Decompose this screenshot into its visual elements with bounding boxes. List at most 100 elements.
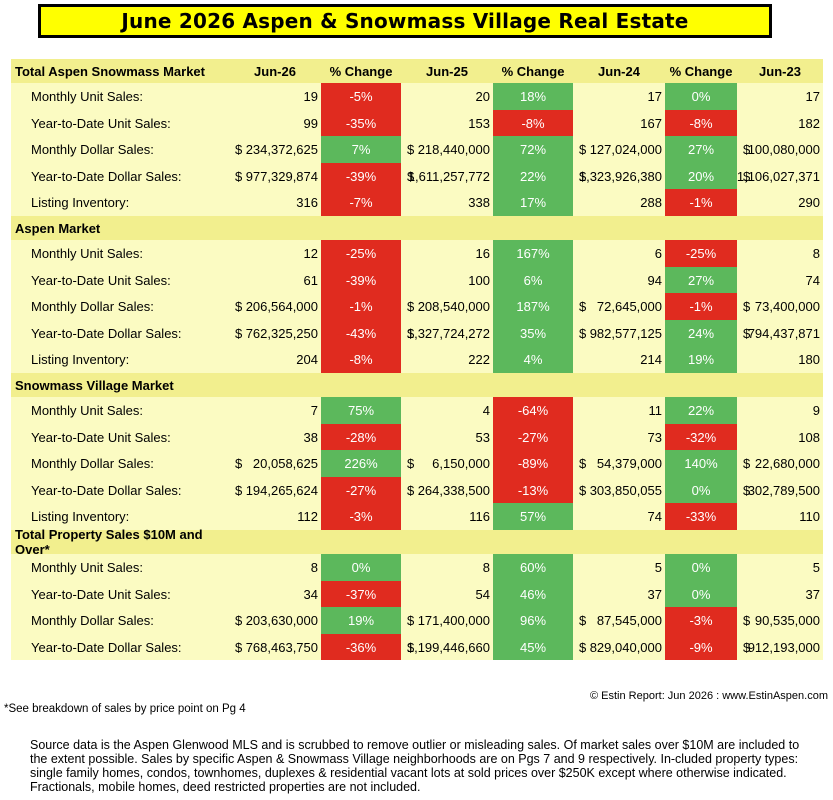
row-label: Year-to-Date Dollar Sales: [31, 482, 182, 498]
row-label: Monthly Unit Sales: [31, 246, 143, 261]
percent-change-cell: 46% [493, 581, 573, 607]
value-text: 20,058,625 [252, 456, 318, 471]
section-title: Total Aspen Snowmass Market [15, 63, 205, 79]
percent-change-cell: -7% [321, 189, 401, 216]
value-cell: $303,850,055 [573, 477, 665, 503]
row-label: Monthly Dollar Sales: [31, 456, 154, 471]
percent-change-cell: -1% [665, 189, 737, 216]
column-header: % Change [501, 63, 565, 79]
value-text: 171,400,000 [417, 613, 490, 628]
percent-change-cell: 0% [665, 83, 737, 110]
value-text: 87,545,000 [596, 613, 662, 628]
value-cell: 16 [475, 246, 490, 261]
value-cell: $73,400,000 [737, 293, 823, 320]
section-header: Aspen Market [11, 216, 823, 240]
value-cell: 53 [475, 429, 490, 445]
value-cell: 74 [805, 272, 820, 288]
source-note: Source data is the Aspen Glenwood MLS an… [30, 738, 800, 794]
percent-change-cell: -36% [321, 634, 401, 660]
table-row: Monthly Unit Sales: 8 0% 8 60% 5 0% 5 [11, 554, 823, 581]
value-cell: 108 [798, 429, 820, 445]
percent-change-cell: 27% [665, 136, 737, 163]
dollar-sign: $ [407, 613, 415, 628]
percent-change-cell: 226% [321, 450, 401, 477]
value-cell: $171,400,000 [401, 607, 493, 634]
percent-change-cell: -3% [321, 503, 401, 530]
percent-change-cell: -43% [321, 320, 401, 346]
value-text: 829,040,000 [589, 639, 662, 655]
value-text: 206,564,000 [245, 299, 318, 314]
value-cell: 6 [654, 246, 662, 261]
percent-change-cell: 60% [493, 554, 573, 581]
table-row: Year-to-Date Dollar Sales: $768,463,750 -3… [11, 634, 823, 660]
percent-change-cell: -33% [665, 503, 737, 530]
value-cell: 34 [303, 586, 318, 602]
dollar-sign: $ [743, 325, 751, 341]
value-cell: 116 [469, 509, 490, 524]
percent-change-cell: -13% [493, 477, 573, 503]
value-cell: 20 [475, 89, 490, 104]
value-cell: 61 [303, 272, 318, 288]
report-title-banner: June 2026 Aspen & Snowmass Village Real … [38, 4, 772, 38]
percent-change-cell: 19% [321, 607, 401, 634]
percent-change-cell: -32% [665, 424, 737, 450]
value-cell: $87,545,000 [573, 607, 665, 634]
percent-change-cell: -5% [321, 83, 401, 110]
value-cell: 5 [812, 560, 820, 575]
table-row: Monthly Dollar Sales: $203,630,000 19% $171… [11, 607, 823, 634]
row-label: Monthly Unit Sales: [31, 403, 143, 418]
value-cell: $234,372,625 [229, 136, 321, 163]
value-cell: $54,379,000 [573, 450, 665, 477]
report-title: June 2026 Aspen & Snowmass Village Real … [121, 9, 689, 33]
value-cell: 338 [468, 195, 490, 210]
percent-change-cell: 75% [321, 397, 401, 424]
value-text: 194,265,624 [245, 482, 318, 498]
value-cell: 100 [468, 272, 490, 288]
dollar-sign: $ [235, 299, 243, 314]
value-cell: 8 [812, 246, 820, 261]
percent-change-cell: 27% [665, 267, 737, 293]
value-cell: 94 [647, 272, 662, 288]
column-header: % Change [329, 63, 393, 79]
dollar-sign: $ [235, 168, 243, 184]
table-row: Monthly Dollar Sales: $206,564,000 -1% $208… [11, 293, 823, 320]
value-cell: $90,535,000 [737, 607, 823, 634]
dollar-sign: $ [579, 482, 587, 498]
value-text: 1,327,724,272 [406, 325, 490, 341]
percent-change-cell: 167% [493, 240, 573, 267]
table-row: Year-to-Date Dollar Sales: $977,329,874 -3… [11, 163, 823, 189]
value-text: 794,437,871 [747, 325, 820, 341]
value-cell: 11 [648, 403, 663, 418]
value-cell: $203,630,000 [229, 607, 321, 634]
percent-change-cell: -27% [321, 477, 401, 503]
row-label: Monthly Dollar Sales: [31, 142, 154, 157]
dollar-sign: $ [235, 613, 243, 628]
table-row: Year-to-Date Unit Sales: 61 -39% 100 6% 94 27%… [11, 267, 823, 293]
section-header: Total Aspen Snowmass Market Jun-26 % Chang… [11, 59, 823, 83]
value-cell: $302,789,500 [737, 477, 823, 503]
value-text: 302,789,500 [747, 482, 820, 498]
percent-change-cell: -25% [321, 240, 401, 267]
row-label: Year-to-Date Unit Sales: [31, 272, 171, 288]
dollar-sign: $ [235, 639, 243, 655]
table-row: Monthly Unit Sales: 19 -5% 20 18% 17 0% 17 [11, 83, 823, 110]
percent-change-cell: -8% [493, 110, 573, 136]
percent-change-cell: 17% [493, 189, 573, 216]
dollar-sign: $ [743, 456, 751, 471]
value-cell: 7 [310, 403, 318, 418]
value-cell: 17 [647, 89, 662, 104]
value-cell: $218,440,000 [401, 136, 493, 163]
value-cell: 12 [303, 246, 318, 261]
value-cell: $912,193,000 [737, 634, 823, 660]
value-cell: 38 [303, 429, 318, 445]
value-text: 1,106,027,371 [736, 168, 820, 184]
percent-change-cell: -8% [321, 346, 401, 373]
row-label: Monthly Unit Sales: [31, 560, 143, 575]
dollar-sign: $ [579, 142, 587, 157]
value-cell: $127,024,000 [573, 136, 665, 163]
percent-change-cell: 140% [665, 450, 737, 477]
percent-change-cell: 72% [493, 136, 573, 163]
copyright-note: © Estin Report: Jun 2026 : www.EstinAspe… [590, 690, 828, 702]
value-cell: 288 [640, 195, 662, 210]
section-header: Total Property Sales $10M and Over* [11, 527, 823, 557]
